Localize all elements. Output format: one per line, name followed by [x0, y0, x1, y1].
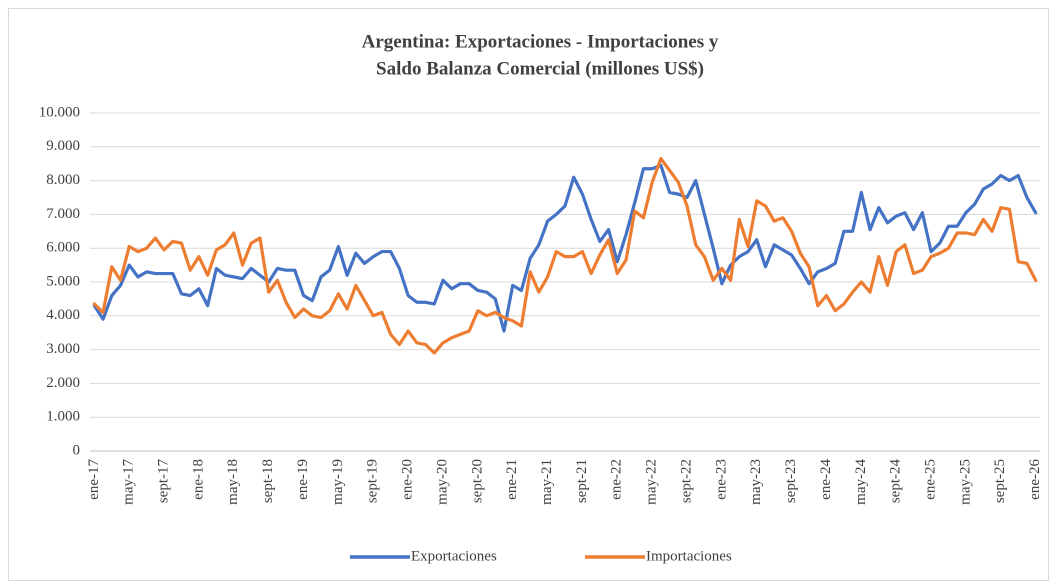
- y-tick-label: 2.000: [46, 375, 80, 391]
- y-tick-label: 10.000: [39, 104, 80, 120]
- x-tick-label: sept-20: [469, 459, 485, 503]
- y-tick-label: 3.000: [46, 341, 80, 357]
- y-tick-label: 6.000: [46, 240, 80, 256]
- x-tick-label: sept-24: [888, 459, 904, 504]
- x-tick-label: sept-22: [678, 459, 694, 503]
- chart-title: Argentina: Exportaciones - Importaciones…: [362, 31, 719, 52]
- y-tick-label: 4.000: [46, 307, 80, 323]
- x-tick-label: ene-26: [1027, 459, 1043, 500]
- x-tick-label: may-18: [225, 459, 241, 505]
- x-tick-label: ene-23: [713, 459, 729, 500]
- data-line: [92, 157, 1038, 355]
- x-tick-label: ene-21: [504, 459, 520, 500]
- x-tick-label: ene-19: [295, 459, 311, 500]
- x-tick-label: may-22: [644, 459, 660, 505]
- x-tick-label: may-23: [748, 459, 764, 505]
- legend-label: Importaciones: [646, 548, 732, 564]
- x-tick-label: may-24: [853, 459, 869, 505]
- x-tick-label: may-20: [434, 459, 450, 505]
- y-tick-label: 9.000: [46, 138, 80, 154]
- x-tick-label: may-21: [539, 459, 555, 505]
- x-tick-label: ene-20: [400, 459, 416, 500]
- x-tick-label: sept-19: [365, 459, 381, 503]
- x-tick-label: ene-22: [609, 459, 625, 500]
- x-tick-label: ene-25: [922, 459, 938, 500]
- x-tick-label: ene-18: [190, 459, 206, 500]
- y-tick-label: 5.000: [46, 273, 80, 289]
- y-tick-label: 1.000: [46, 409, 80, 425]
- x-tick-label: sept-21: [574, 459, 590, 503]
- x-tick-label: sept-25: [992, 459, 1008, 503]
- x-tick-label: sept-18: [260, 459, 276, 503]
- x-tick-label: sept-17: [156, 459, 172, 504]
- y-tick-label: 0: [73, 442, 81, 458]
- x-tick-label: may-17: [121, 459, 137, 505]
- data-line: [92, 163, 1038, 333]
- x-tick-label: may-25: [957, 459, 973, 505]
- y-tick-label: 7.000: [46, 206, 80, 222]
- y-tick-label: 8.000: [46, 172, 80, 188]
- chart-title: Saldo Balanza Comercial (millones US$): [376, 58, 704, 79]
- legend-label: Exportaciones: [411, 548, 497, 564]
- x-tick-label: ene-24: [818, 459, 834, 500]
- x-tick-label: ene-17: [86, 459, 102, 500]
- x-tick-label: sept-23: [783, 459, 799, 503]
- x-tick-label: may-19: [330, 459, 346, 505]
